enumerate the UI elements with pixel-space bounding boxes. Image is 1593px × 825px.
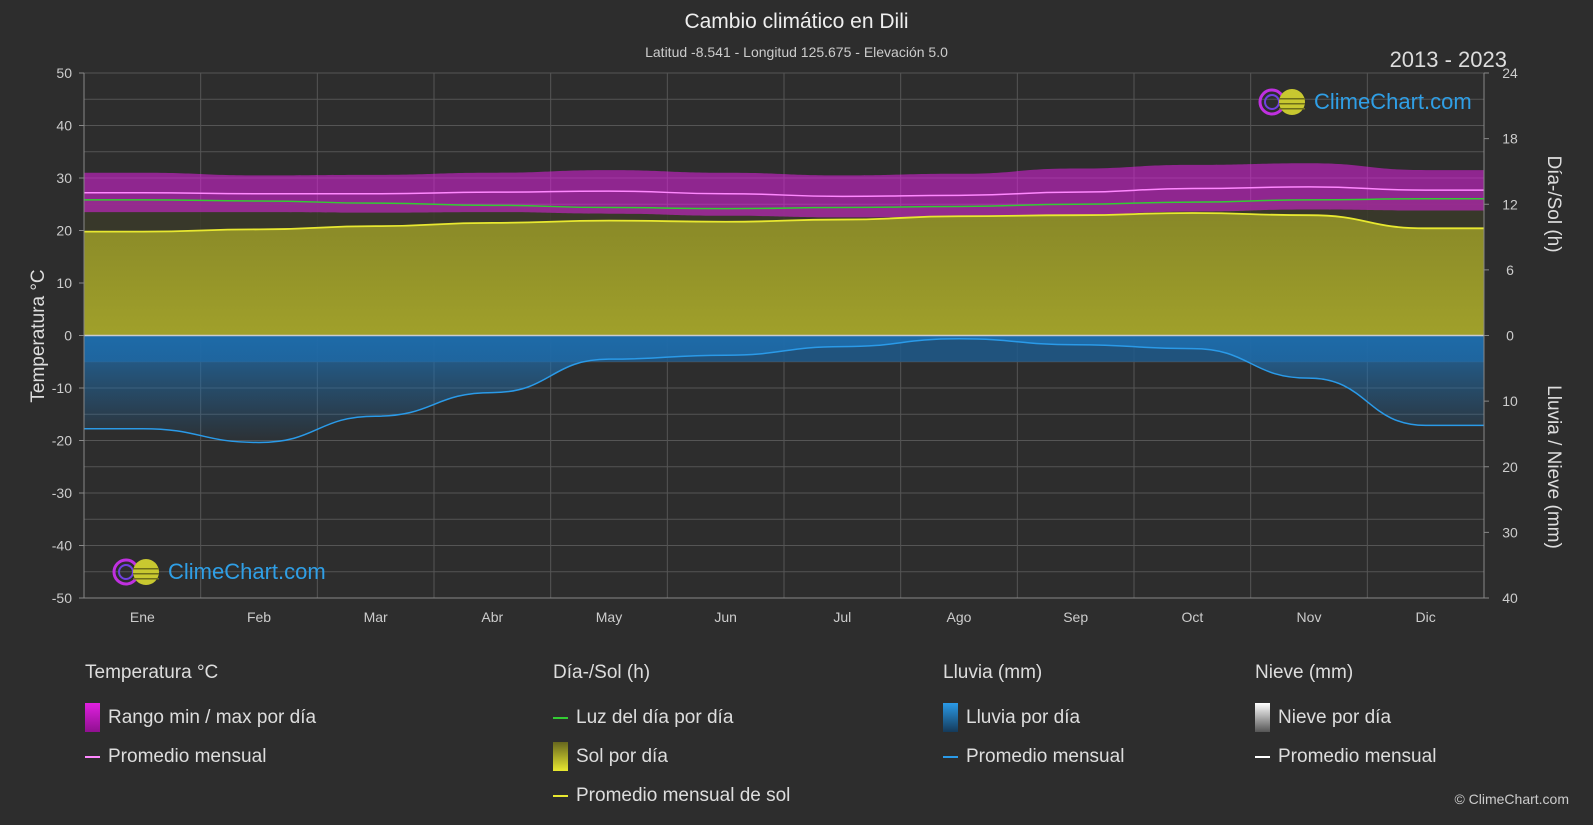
legend-title: Nieve (mm) [1255, 662, 1354, 683]
legend-item: Sol por día [553, 737, 790, 776]
legend-rain: Lluvia (mm) Lluvia por día Promedio mens… [943, 662, 1124, 776]
sunshine-avg-swatch [553, 794, 568, 797]
daylight-swatch [553, 716, 568, 719]
left-tick-label: 10 [56, 275, 72, 291]
climate-chart: 50 40 30 20 10 0 -10 -20 -30 -40 -50 24 18 12 6 0 10 20 30… [28, 65, 1564, 625]
legend-item: Promedio mensual [943, 737, 1124, 776]
right-tick-label-rain: 20 [1502, 459, 1518, 475]
rain-avg-swatch [943, 755, 958, 758]
average-lines [83, 186, 1484, 444]
left-tick-label: 30 [56, 170, 72, 186]
right-tick-label-rain: 30 [1502, 524, 1518, 540]
right-tick-label-sun: 0 [1506, 328, 1514, 344]
right-tick-label-sun: 24 [1502, 65, 1518, 81]
legend-label: Promedio mensual [966, 745, 1125, 767]
logo-text: ClimeChart.com [1314, 89, 1472, 114]
legend-label: Luz del día por día [576, 706, 734, 728]
year-range: 2013 - 2023 [1389, 47, 1507, 72]
temp-avg-swatch [85, 755, 100, 758]
month-label: Nov [1297, 609, 1322, 625]
snow-swatch [1255, 703, 1270, 732]
legend-item: Nieve por día [1255, 698, 1436, 737]
logo-top: ClimeChart.com [1258, 86, 1472, 118]
legend-item: Rango min / max por día [85, 698, 316, 737]
right-tick-label-rain: 10 [1502, 393, 1518, 409]
left-tick-label: 50 [56, 65, 72, 81]
legend-title: Temperatura °C [85, 662, 219, 683]
month-label: Dic [1416, 609, 1436, 625]
right-tick-label-sun: 6 [1506, 262, 1514, 278]
legend-label: Rango min / max por día [108, 706, 317, 728]
left-tick-label: -30 [52, 485, 72, 501]
month-label: Abr [481, 609, 503, 625]
chart-subtitle: Latitud -8.541 - Longitud 125.675 - Elev… [645, 44, 948, 60]
rain-avg-line [84, 338, 1484, 444]
rain-swatch [943, 703, 958, 732]
left-tick-label: -10 [52, 380, 72, 396]
right-tick-label-sun: 18 [1502, 131, 1518, 147]
month-label: Jun [714, 609, 737, 625]
legend-item: Lluvia por día [943, 698, 1124, 737]
rain-area [84, 335, 1484, 443]
left-tick-label: -50 [52, 590, 72, 606]
legend-label: Promedio mensual de sol [576, 784, 791, 806]
right-axis-label-sun: Día-/Sol (h) [1543, 155, 1564, 252]
logo-icon [112, 558, 159, 586]
left-tick-label: 0 [64, 328, 72, 344]
month-label: Ene [130, 609, 155, 625]
rain-layer [84, 335, 1484, 443]
legend-item: Luz del día por día [553, 698, 790, 737]
temp-range-swatch [85, 703, 100, 732]
left-tick-label: -20 [52, 433, 72, 449]
month-label: Sep [1063, 609, 1088, 625]
left-axis-label: Temperatura °C [28, 269, 49, 402]
logo-icon [1258, 88, 1305, 116]
legend-item: Promedio mensual [85, 737, 316, 776]
sunshine-area [84, 213, 1484, 336]
legend-label: Sol por día [576, 745, 668, 767]
legend-item: Promedio mensual [1255, 737, 1436, 776]
left-tick-label: 40 [56, 118, 72, 134]
legend-label: Lluvia por día [966, 706, 1081, 728]
temp-avg-line [84, 186, 1484, 198]
legend-title: Lluvia (mm) [943, 662, 1043, 683]
sunshine-layer [84, 198, 1484, 336]
right-tick-label-sun: 12 [1502, 196, 1518, 212]
legend-label: Promedio mensual [108, 745, 267, 767]
axes: 50 40 30 20 10 0 -10 -20 -30 -40 -50 24 18 12 6 0 10 20 30… [52, 65, 1518, 625]
legend-item: Promedio mensual de sol [553, 776, 790, 815]
month-label: Feb [247, 609, 271, 625]
legend-snow: Nieve (mm) Nieve por día Promedio mensua… [1255, 662, 1436, 776]
legend-title: Día-/Sol (h) [553, 662, 651, 683]
chart-title: Cambio climático en Dili [684, 10, 909, 33]
month-label: Ago [947, 609, 972, 625]
right-tick-label-rain: 40 [1502, 590, 1518, 606]
left-tick-label: 20 [56, 223, 72, 239]
legend-sun: Día-/Sol (h) Luz del día por día Sol por… [553, 662, 790, 815]
sunshine-avg-line [83, 212, 1484, 233]
legend-temperature: Temperatura °C Rango min / max por día P… [85, 662, 316, 776]
snow-avg-swatch [1255, 755, 1270, 758]
daylight-line [84, 198, 1484, 210]
month-label: May [596, 609, 622, 625]
month-label: Oct [1181, 609, 1203, 625]
logo-text: ClimeChart.com [168, 559, 326, 584]
sunshine-swatch [553, 742, 568, 771]
logo-bottom: ClimeChart.com [112, 556, 326, 588]
legend-label: Nieve por día [1278, 706, 1392, 728]
right-axis-label-rain: Lluvia / Nieve (mm) [1543, 385, 1564, 549]
copyright: © ClimeChart.com [1454, 791, 1569, 807]
month-label: Mar [364, 609, 388, 625]
month-label: Jul [833, 609, 851, 625]
legend-label: Promedio mensual [1278, 745, 1437, 767]
left-tick-label: -40 [52, 538, 72, 554]
